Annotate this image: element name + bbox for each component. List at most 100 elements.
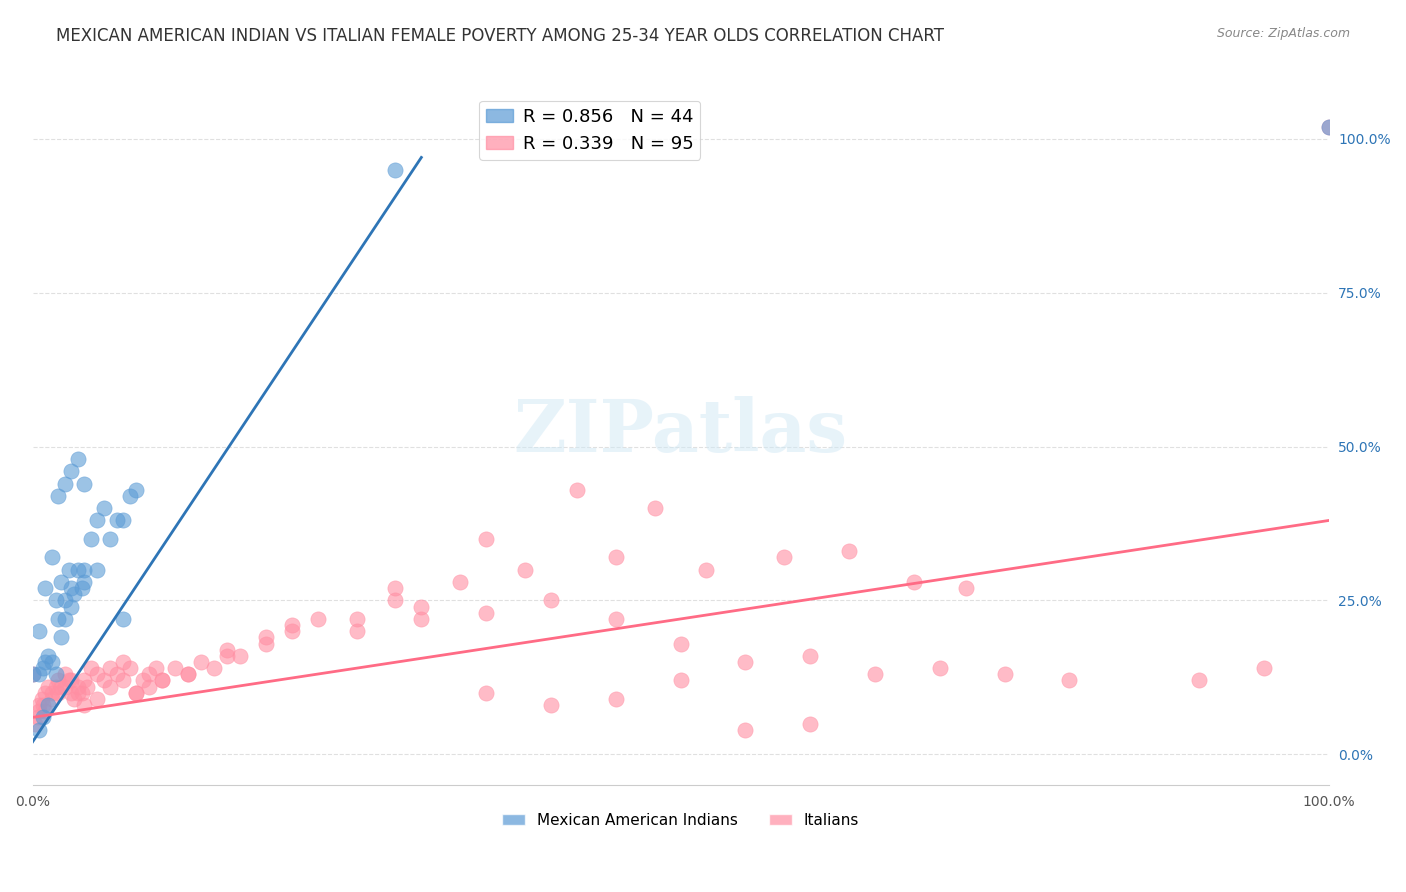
Point [21, 667, 44, 681]
Legend: Mexican American Indians, Italians: Mexican American Indians, Italians [496, 807, 865, 834]
Point [202, 661, 225, 675]
Point [53, 593, 76, 607]
Point [605, 612, 627, 626]
Point [60, 599, 83, 614]
Point [229, 648, 252, 663]
Point [37, 648, 59, 663]
Point [125, 686, 148, 700]
Point [31, 661, 53, 675]
Text: ZIPatlas: ZIPatlas [513, 396, 848, 467]
Point [28, 667, 51, 681]
Point [384, 593, 406, 607]
Point [384, 162, 406, 177]
Point [734, 655, 756, 669]
Point [66, 686, 89, 700]
Point [48, 612, 70, 626]
Point [66, 680, 89, 694]
Point [98, 661, 121, 675]
Point [307, 612, 329, 626]
Point [80, 661, 103, 675]
Point [475, 606, 498, 620]
Point [45, 593, 67, 607]
Point [48, 489, 70, 503]
Point [41, 550, 63, 565]
Point [669, 673, 692, 688]
Point [475, 532, 498, 546]
Point [669, 636, 692, 650]
Point [73, 563, 96, 577]
Point [66, 452, 89, 467]
Point [1317, 120, 1340, 134]
Point [34, 704, 56, 718]
Point [49, 680, 72, 694]
Point [1317, 120, 1340, 134]
Point [53, 612, 76, 626]
Point [254, 631, 277, 645]
Point [80, 532, 103, 546]
Point [605, 692, 627, 706]
Point [93, 673, 115, 688]
Point [903, 574, 925, 589]
Point [58, 563, 80, 577]
Point [540, 593, 562, 607]
Point [37, 698, 59, 712]
Point [73, 673, 96, 688]
Point [177, 667, 200, 681]
Point [98, 680, 121, 694]
Point [34, 581, 56, 595]
Text: MEXICAN AMERICAN INDIAN VS ITALIAN FEMALE POVERTY AMONG 25-34 YEAR OLDS CORRELAT: MEXICAN AMERICAN INDIAN VS ITALIAN FEMAL… [56, 27, 945, 45]
Point [28, 698, 51, 712]
Point [475, 686, 498, 700]
Point [1253, 661, 1275, 675]
Point [70, 686, 93, 700]
Point [86, 563, 108, 577]
Point [1188, 673, 1211, 688]
Point [346, 612, 368, 626]
Point [411, 599, 433, 614]
Point [734, 723, 756, 737]
Point [118, 661, 141, 675]
Point [346, 624, 368, 639]
Point [28, 723, 51, 737]
Point [28, 624, 51, 639]
Point [73, 476, 96, 491]
Point [131, 673, 153, 688]
Point [48, 673, 70, 688]
Point [58, 673, 80, 688]
Point [112, 514, 135, 528]
Point [48, 686, 70, 700]
Point [138, 667, 160, 681]
Point [53, 667, 76, 681]
Point [177, 667, 200, 681]
Point [799, 716, 821, 731]
Point [37, 680, 59, 694]
Point [70, 581, 93, 595]
Point [150, 673, 173, 688]
Point [411, 612, 433, 626]
Point [31, 692, 53, 706]
Point [1059, 673, 1081, 688]
Point [53, 680, 76, 694]
Point [45, 667, 67, 681]
Point [384, 581, 406, 595]
Point [118, 489, 141, 503]
Point [60, 686, 83, 700]
Point [53, 476, 76, 491]
Point [773, 550, 796, 565]
Point [41, 692, 63, 706]
Point [280, 618, 302, 632]
Point [605, 550, 627, 565]
Point [799, 648, 821, 663]
Point [994, 667, 1017, 681]
Point [73, 574, 96, 589]
Text: Source: ZipAtlas.com: Source: ZipAtlas.com [1216, 27, 1350, 40]
Point [41, 655, 63, 669]
Point [105, 514, 128, 528]
Point [27, 710, 49, 724]
Point [28, 704, 51, 718]
Point [73, 698, 96, 712]
Point [215, 648, 238, 663]
Point [31, 710, 53, 724]
Point [112, 673, 135, 688]
Point [125, 686, 148, 700]
